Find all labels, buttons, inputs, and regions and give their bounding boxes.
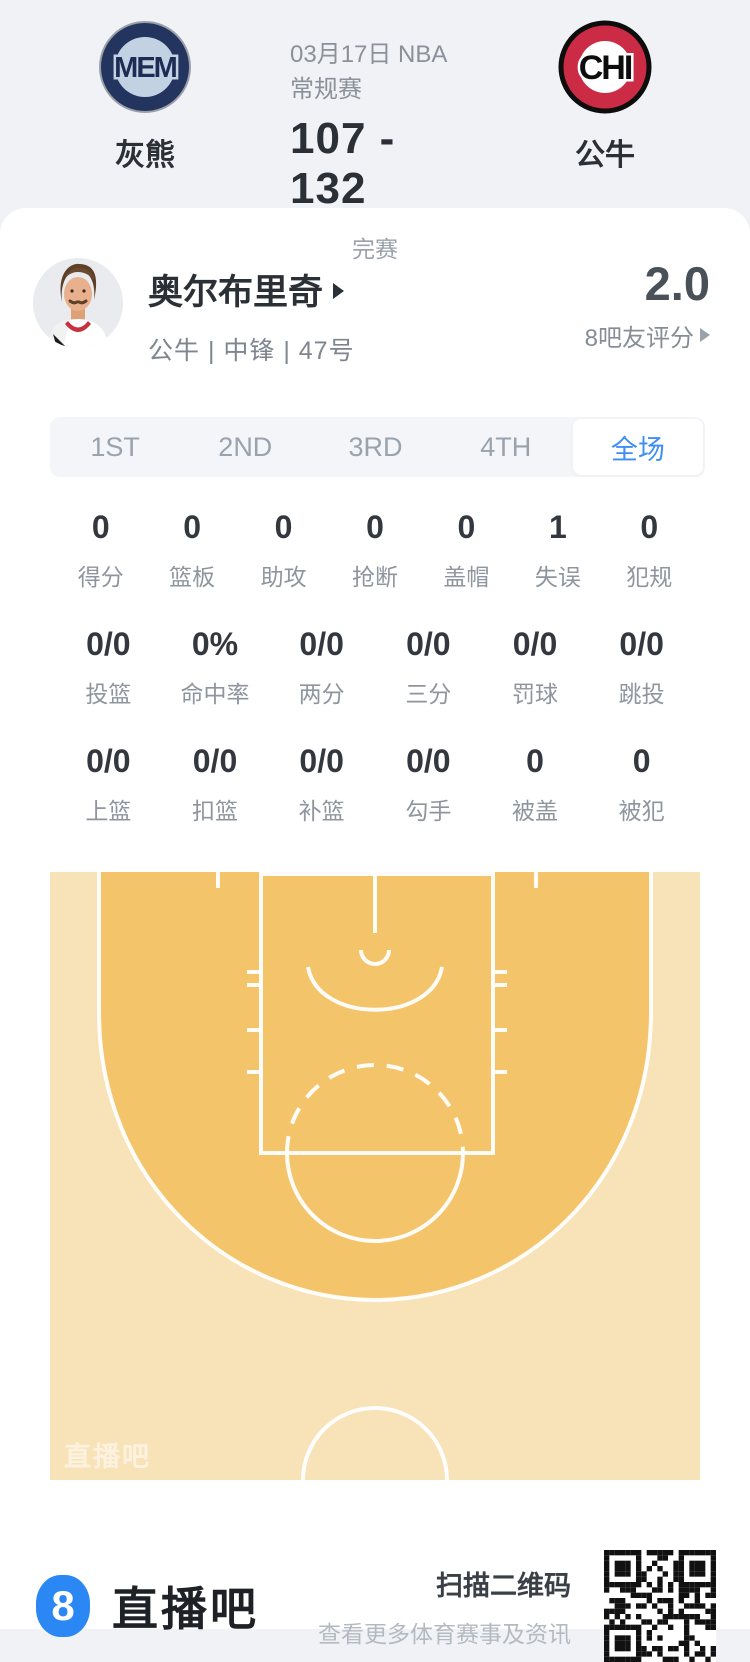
stat-blocks: 0 盖帽 <box>443 509 490 590</box>
stat-points: 0 得分 <box>77 509 124 590</box>
home-team-name: 灰熊 <box>115 139 175 172</box>
tab-3rd[interactable]: 3RD <box>348 431 403 462</box>
quarter-tabs: 1ST 2ND 3RD 4TH 全场 <box>50 417 705 477</box>
qr-text: 扫描二维码 查看更多体育赛事及资讯 <box>318 1564 571 1649</box>
tab-full-game[interactable]: 全场 <box>572 419 704 475</box>
stat-putback: 0/0 补篮 <box>298 743 345 824</box>
player-portrait-icon <box>33 258 123 348</box>
bulls-logo-icon: CHI <box>558 20 652 114</box>
stat-fg-pct: 0% 命中率 <box>180 626 250 707</box>
stat-steals: 0 抢断 <box>351 509 398 590</box>
qr-title: 扫描二维码 <box>436 1570 571 1601</box>
app-footer: 8 直播吧 扫描二维码 查看更多体育赛事及资讯 <box>0 1550 750 1662</box>
stat-assists: 0 助攻 <box>260 509 307 590</box>
rating-caret-icon <box>700 328 710 343</box>
player-row: 奥尔布里奇 公牛 | 中锋 | 47号 2.0 8吧友评分 <box>0 258 750 367</box>
tab-2nd[interactable]: 2ND <box>218 431 273 462</box>
basketball-court-icon: 直播吧 <box>50 872 700 1554</box>
match-header: MEM 灰熊 03月17日 NBA常规赛 107 - 132 完赛 CHI 公牛 <box>0 0 750 262</box>
stat-3pt: 0/0 三分 <box>405 626 452 707</box>
svg-text:MEM: MEM <box>114 52 177 84</box>
stat-fg: 0/0 投篮 <box>85 626 132 707</box>
court-watermark: 直播吧 <box>64 1442 151 1472</box>
stats-row-2: 0/0 投篮 0% 命中率 0/0 两分 0/0 三分 0/0 罚球 0/0 跳投 <box>55 626 695 709</box>
brand: 8 直播吧 <box>36 1573 259 1639</box>
stat-2pt: 0/0 两分 <box>298 626 345 707</box>
player-avatar[interactable] <box>33 258 123 348</box>
grizzlies-logo-icon: MEM <box>99 21 191 113</box>
stats-row-3: 0/0 上篮 0/0 扣篮 0/0 补篮 0/0 勾手 0 被盖 0 被犯 <box>55 743 695 826</box>
match-score: 107 - 132 <box>290 114 396 213</box>
stat-jumpshot: 0/0 跳投 <box>618 626 665 707</box>
stat-fouled: 0 被犯 <box>618 743 665 824</box>
svg-text:CHI: CHI <box>579 49 632 87</box>
home-team: MEM 灰熊 <box>0 20 290 174</box>
away-team: CHI 公牛 <box>460 20 750 174</box>
rating-value: 2.0 <box>644 257 710 310</box>
tab-1st[interactable]: 1ST <box>90 431 140 462</box>
player-rating: 2.0 8吧友评分 <box>585 258 710 353</box>
stat-ft: 0/0 罚球 <box>511 626 558 707</box>
shot-chart: 直播吧 <box>50 872 700 1554</box>
stat-layup: 0/0 上篮 <box>85 743 132 824</box>
rating-link[interactable]: 8吧友评分 <box>585 318 710 353</box>
qr-code-icon <box>604 1550 716 1662</box>
match-summary: 03月17日 NBA常规赛 107 - 132 完赛 <box>290 20 460 264</box>
zhibo8-logo-icon: 8 <box>36 1575 90 1637</box>
tab-4th[interactable]: 4TH <box>480 431 532 462</box>
match-title: 03月17日 NBA常规赛 <box>290 41 448 103</box>
stats-row-1: 0 得分 0 篮板 0 助攻 0 抢断 0 盖帽 1 失误 0 犯规 <box>55 509 695 592</box>
stat-dunk: 0/0 扣篮 <box>191 743 238 824</box>
player-stats-card: 奥尔布里奇 公牛 | 中锋 | 47号 2.0 8吧友评分 1ST 2ND 3R… <box>0 208 750 1662</box>
player-name-row[interactable]: 奥尔布里奇 <box>148 264 585 315</box>
stat-fouls: 0 犯规 <box>626 509 673 590</box>
stat-blocked: 0 被盖 <box>511 743 558 824</box>
player-name: 奥尔布里奇 <box>148 273 324 312</box>
away-team-name: 公牛 <box>575 139 635 172</box>
player-meta: 公牛 | 中锋 | 47号 <box>148 337 355 365</box>
stat-rebounds: 0 篮板 <box>169 509 216 590</box>
brand-name: 直播吧 <box>112 1583 259 1635</box>
stats-panel: 0 得分 0 篮板 0 助攻 0 抢断 0 盖帽 1 失误 0 犯规 0/0 投篮 0% 命中率 … <box>0 509 750 826</box>
stat-hook: 0/0 勾手 <box>405 743 452 824</box>
match-status: 完赛 <box>352 236 398 262</box>
player-info: 奥尔布里奇 公牛 | 中锋 | 47号 <box>148 258 585 367</box>
rating-label-text: 8吧友评分 <box>584 324 694 352</box>
player-switch-caret-icon <box>333 283 345 299</box>
stat-turnovers: 1 失误 <box>534 509 581 590</box>
qr-subtitle: 查看更多体育赛事及资讯 <box>318 1620 571 1647</box>
